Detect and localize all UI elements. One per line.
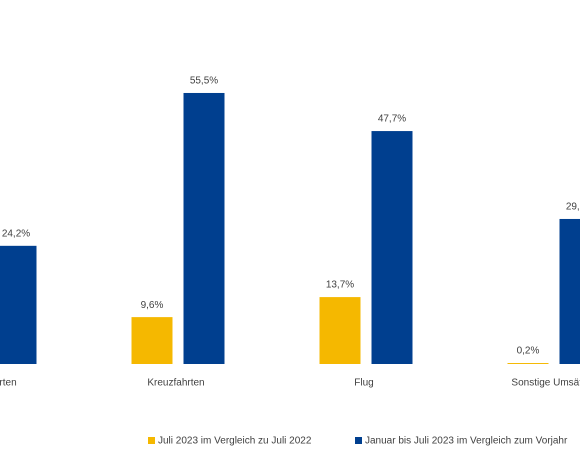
data-label: 24,2% bbox=[2, 228, 30, 239]
x-tick-label: Sonstige Umsätze bbox=[511, 378, 580, 389]
bar bbox=[131, 317, 173, 364]
legend-swatch bbox=[355, 437, 362, 444]
bar bbox=[507, 363, 549, 364]
data-label: 13,7% bbox=[326, 280, 354, 291]
data-label: 55,5% bbox=[190, 76, 218, 87]
legend-label: Juli 2023 im Vergleich zu Juli 2022 bbox=[158, 436, 312, 447]
data-label: 47,7% bbox=[378, 114, 406, 125]
x-tick-label: Kreuzfahrten bbox=[147, 378, 204, 389]
data-label: 9,6% bbox=[141, 300, 164, 311]
bar bbox=[183, 92, 225, 364]
legend-swatch bbox=[148, 437, 155, 444]
bar bbox=[371, 131, 413, 364]
bar bbox=[559, 218, 580, 364]
bar bbox=[0, 245, 37, 364]
x-tick-label: Flug bbox=[354, 378, 373, 389]
data-label: 0,2% bbox=[517, 346, 540, 357]
bar bbox=[319, 297, 361, 364]
data-label: 29,7% bbox=[566, 202, 580, 213]
legend-label: Januar bis Juli 2023 im Vergleich zum Vo… bbox=[365, 436, 568, 447]
x-tick-label: Kreuzfahrten bbox=[0, 378, 17, 389]
